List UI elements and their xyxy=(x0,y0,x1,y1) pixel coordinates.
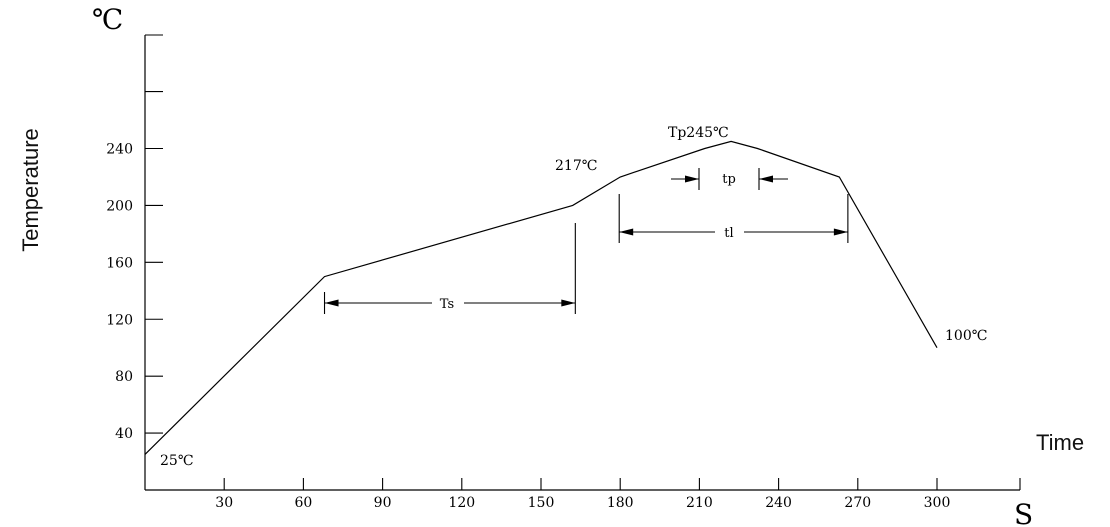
x-tick-label: 90 xyxy=(374,495,392,511)
x-tick-label: 270 xyxy=(844,495,871,511)
x-tick-label: 120 xyxy=(448,495,475,511)
label-start-temp: 25℃ xyxy=(160,453,193,469)
series-line xyxy=(144,140,938,455)
y-tick-label: 240 xyxy=(106,142,133,158)
y-unit-label: ℃ xyxy=(92,3,123,36)
label-peak-temp: Tp245℃ xyxy=(668,125,729,141)
y-tick-label: 200 xyxy=(106,198,133,214)
y-tick-label: 40 xyxy=(115,426,133,442)
x-tick-label: 210 xyxy=(686,495,713,511)
y-axis-ticks: 40 80 120 160 200 240 xyxy=(106,34,163,442)
interval-markers xyxy=(323,168,849,314)
x-tick-label: 60 xyxy=(294,495,312,511)
label-ts: Ts xyxy=(440,297,454,312)
arrow-head xyxy=(685,175,699,183)
y-tick-label: 160 xyxy=(106,255,133,271)
y-axis-title: Temperature xyxy=(18,128,43,252)
x-axis-title: Time xyxy=(1036,430,1084,455)
x-tick-label: 300 xyxy=(924,495,951,511)
label-end-temp: 100℃ xyxy=(945,328,987,344)
label-tl: tl xyxy=(724,226,733,241)
arrow-head xyxy=(833,228,848,236)
y-tick-label: 80 xyxy=(115,369,133,385)
label-liquidus-temp: 217℃ xyxy=(555,158,597,174)
x-tick-label: 240 xyxy=(765,495,792,511)
label-tp: tp xyxy=(722,172,736,187)
y-tick-label: 120 xyxy=(106,312,133,328)
arrow-head xyxy=(759,175,773,183)
arrow-head xyxy=(561,299,576,307)
x-tick-label: 30 xyxy=(215,495,233,511)
x-axis-ticks: 30 60 90 120 150 180 210 240 270 300 xyxy=(215,478,1021,511)
x-tick-label: 180 xyxy=(607,495,634,511)
arrow-head xyxy=(619,228,634,236)
x-tick-label: 150 xyxy=(528,495,555,511)
x-unit-label: S xyxy=(1014,498,1033,527)
arrow-head xyxy=(324,299,339,307)
